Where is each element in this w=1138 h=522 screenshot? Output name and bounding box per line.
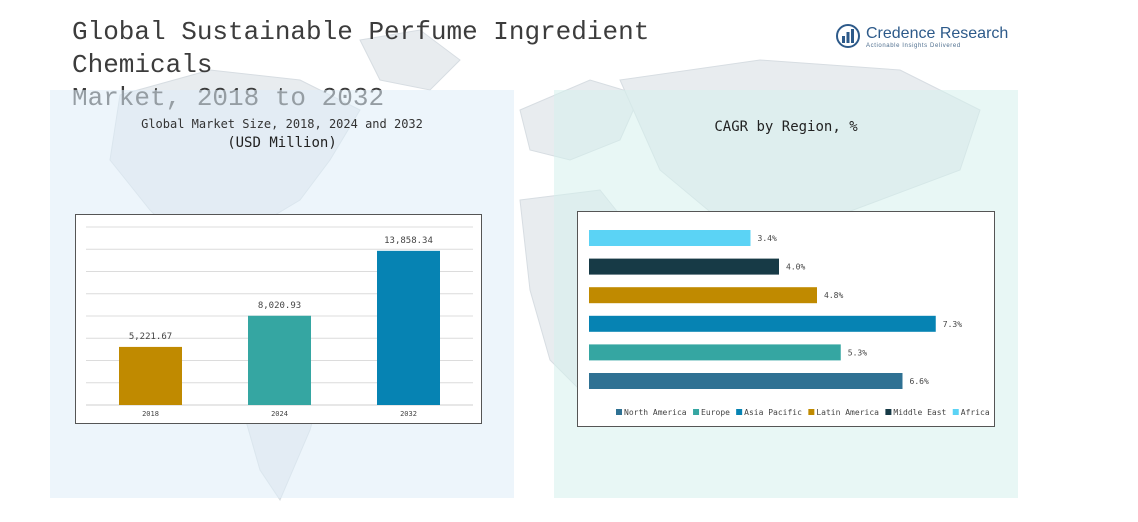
cagr-value-label-asia-pacific: 7.3%: [943, 320, 962, 329]
legend-label-europe: Europe: [701, 408, 730, 417]
credence-research-logo: Credence Research Actionable Insights De…: [836, 24, 1009, 54]
legend-label-asia-pacific: Asia Pacific: [744, 408, 802, 417]
bar-chart-logo-icon: [836, 24, 860, 48]
x-tick-label-2018: 2018: [142, 410, 159, 418]
bar-2024: [248, 315, 311, 405]
cagr-value-label-africa: 3.4%: [758, 234, 777, 243]
logo-name: Credence Research: [866, 25, 1009, 42]
x-tick-label-2032: 2032: [400, 410, 417, 418]
bar-2032: [377, 250, 440, 405]
market-size-chart-subtitle: (USD Million): [227, 135, 337, 151]
cagr-bar-africa: [589, 230, 751, 246]
legend-label-africa: Africa: [961, 408, 990, 417]
bar-value-label-2018: 5,221.67: [129, 332, 172, 342]
cagr-value-label-europe: 5.3%: [848, 348, 867, 357]
legend-label-latin-america: Latin America: [816, 408, 879, 417]
legend-swatch-asia-pacific: [736, 409, 743, 415]
page-title-line1: Global Sustainable Perfume Ingredient Ch…: [72, 17, 650, 80]
legend-label-middle-east: Middle East: [893, 408, 946, 417]
cagr-value-label-latin-america: 4.8%: [824, 291, 843, 300]
market-size-chart-svg: 5,221.67 2018 8,020.93 2024 13,858.34 2032: [86, 226, 473, 418]
x-tick-label-2024: 2024: [271, 410, 288, 418]
legend-swatch-africa: [952, 409, 959, 415]
legend-swatch-europe: [693, 409, 700, 415]
bar-value-label-2032: 13,858.34: [384, 236, 433, 246]
legend-swatch-latin-america: [808, 409, 815, 415]
cagr-bar-latin-america: [589, 287, 817, 304]
bar-value-label-2024: 8,020.93: [258, 301, 301, 311]
legend-swatch-middle-east: [885, 409, 892, 415]
cagr-bar-asia-pacific: [589, 315, 936, 332]
cagr-bar-europe: [589, 344, 841, 361]
bar-2018: [119, 346, 182, 405]
cagr-value-label-north-america: 6.6%: [910, 377, 929, 386]
cagr-bar-middle-east: [589, 258, 779, 275]
legend-label-north-america: North America: [624, 408, 687, 417]
legend-swatch-north-america: [616, 409, 622, 415]
cagr-chart: 3.4% 4.0% 4.8% 7.3% 5.3% 6.6% North America Eur…: [577, 211, 995, 427]
cagr-chart-svg: 3.4% 4.0% 4.8% 7.3% 5.3% 6.6% North America Eur…: [589, 230, 990, 417]
market-size-chart-title: Global Market Size, 2018, 2024 and 2032: [141, 117, 423, 131]
cagr-value-label-middle-east: 4.0%: [786, 263, 805, 272]
market-size-chart: 5,221.67 2018 8,020.93 2024 13,858.34 2032: [75, 214, 482, 424]
logo-tagline: Actionable Insights Delivered: [866, 43, 961, 49]
cagr-bar-north-america: [589, 373, 903, 389]
cagr-chart-title: CAGR by Region, %: [714, 119, 858, 135]
